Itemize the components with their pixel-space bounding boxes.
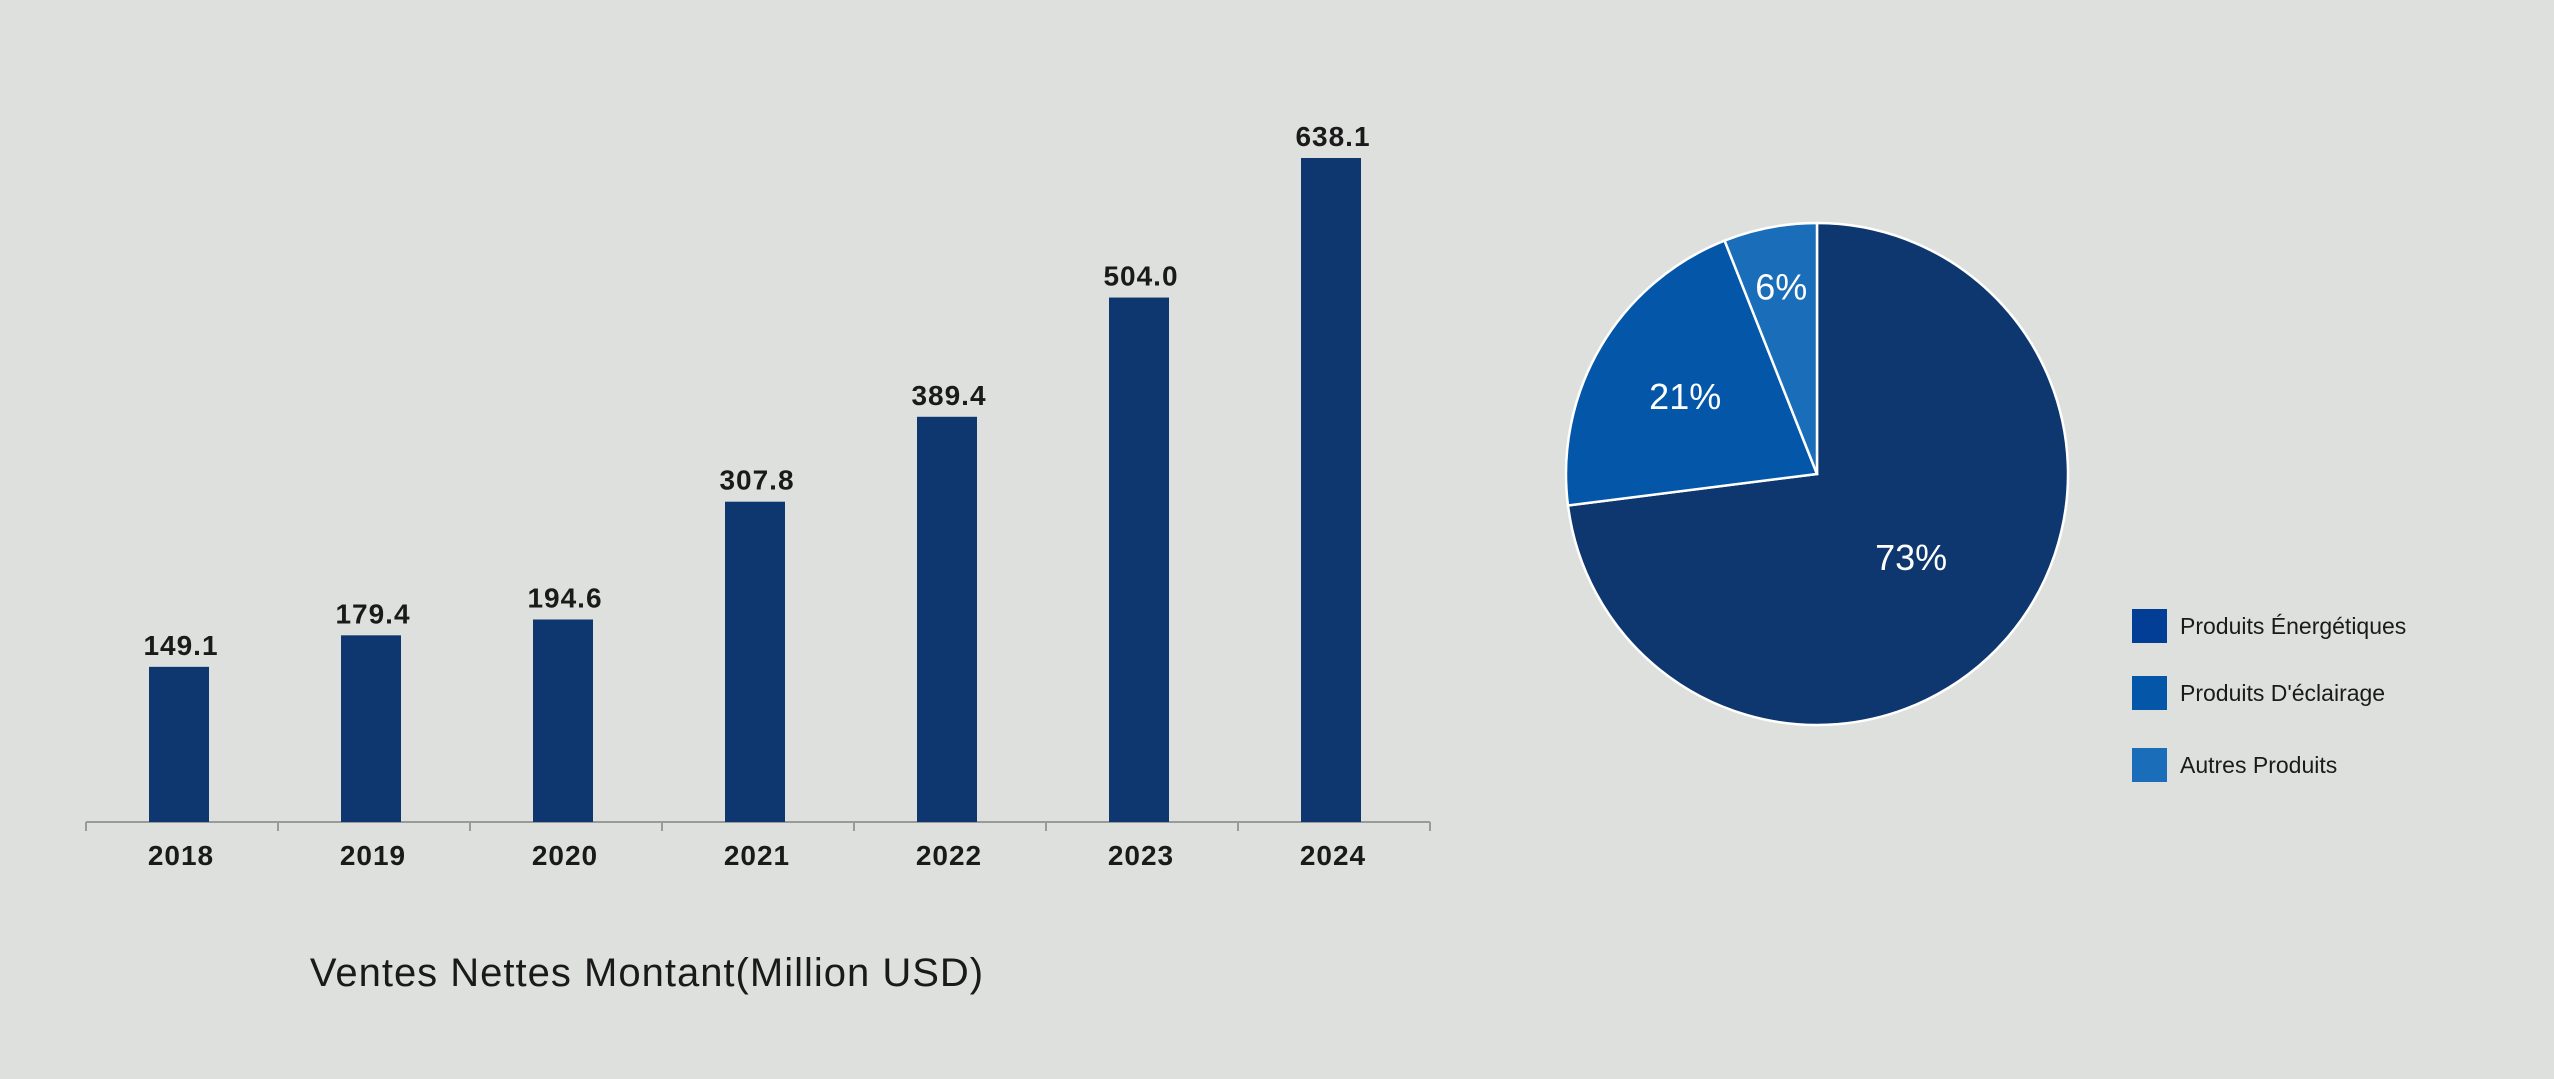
bar-2022 <box>917 416 977 822</box>
bar-2018 <box>149 666 209 822</box>
legend: Produits Énergétiques Produits D'éclairag… <box>2132 609 2406 782</box>
x-tick-label: 2023 <box>1108 840 1174 871</box>
bars <box>149 158 1361 822</box>
x-tick-label: 2020 <box>532 840 598 871</box>
legend-swatch <box>2132 609 2167 643</box>
bar-2021 <box>725 501 785 822</box>
bar-value-label: 307.8 <box>719 465 794 496</box>
bar-value-label: 389.4 <box>911 380 986 411</box>
legend-label: Autres Produits <box>2180 752 2337 778</box>
bar-2023 <box>1109 297 1169 822</box>
legend-swatch <box>2132 748 2167 782</box>
pie-slice-3 <box>1722 221 1819 475</box>
bar-2019 <box>341 635 401 822</box>
x-tick-label: 2024 <box>1300 840 1366 871</box>
legend-swatch <box>2132 676 2167 710</box>
pie-slice-label: 73% <box>1875 537 1947 578</box>
bar-value-label: 149.1 <box>143 630 218 661</box>
x-tick-label: 2019 <box>340 840 406 871</box>
x-tick-labels: 2018 2019 2020 2021 2022 2023 2024 <box>148 840 1366 871</box>
pie-slice-label: 6% <box>1755 267 1807 308</box>
bar-chart: 149.1 179.4 194.6 307.8 389.4 504.0 638.1 2018… <box>85 121 1431 995</box>
bar-value-labels: 149.1 179.4 194.6 307.8 389.4 504.0 638.1 <box>143 121 1370 661</box>
x-axis-ticks <box>85 822 1431 831</box>
pie-slice-label: 21% <box>1649 376 1721 417</box>
bar-value-label: 638.1 <box>1295 121 1370 152</box>
pie-slice-labels: 73% 21% 6% <box>1649 267 1947 578</box>
bar-2024 <box>1301 158 1361 822</box>
bar-value-label: 179.4 <box>335 598 410 629</box>
pie-slices <box>1564 221 2070 727</box>
legend-label: Produits D'éclairage <box>2180 680 2385 706</box>
x-tick-label: 2018 <box>148 840 214 871</box>
bar-value-label: 504.0 <box>1103 261 1178 292</box>
bar-2020 <box>533 619 593 822</box>
pie-slice-2 <box>1564 239 1819 507</box>
pie-chart: 73% 21% 6% <box>1564 221 2070 727</box>
bar-value-label: 194.6 <box>527 583 602 614</box>
x-tick-label: 2022 <box>916 840 982 871</box>
bar-chart-caption: Ventes Nettes Montant(Million USD) <box>310 951 984 995</box>
legend-label: Produits Énergétiques <box>2180 613 2406 639</box>
x-tick-label: 2021 <box>724 840 790 871</box>
